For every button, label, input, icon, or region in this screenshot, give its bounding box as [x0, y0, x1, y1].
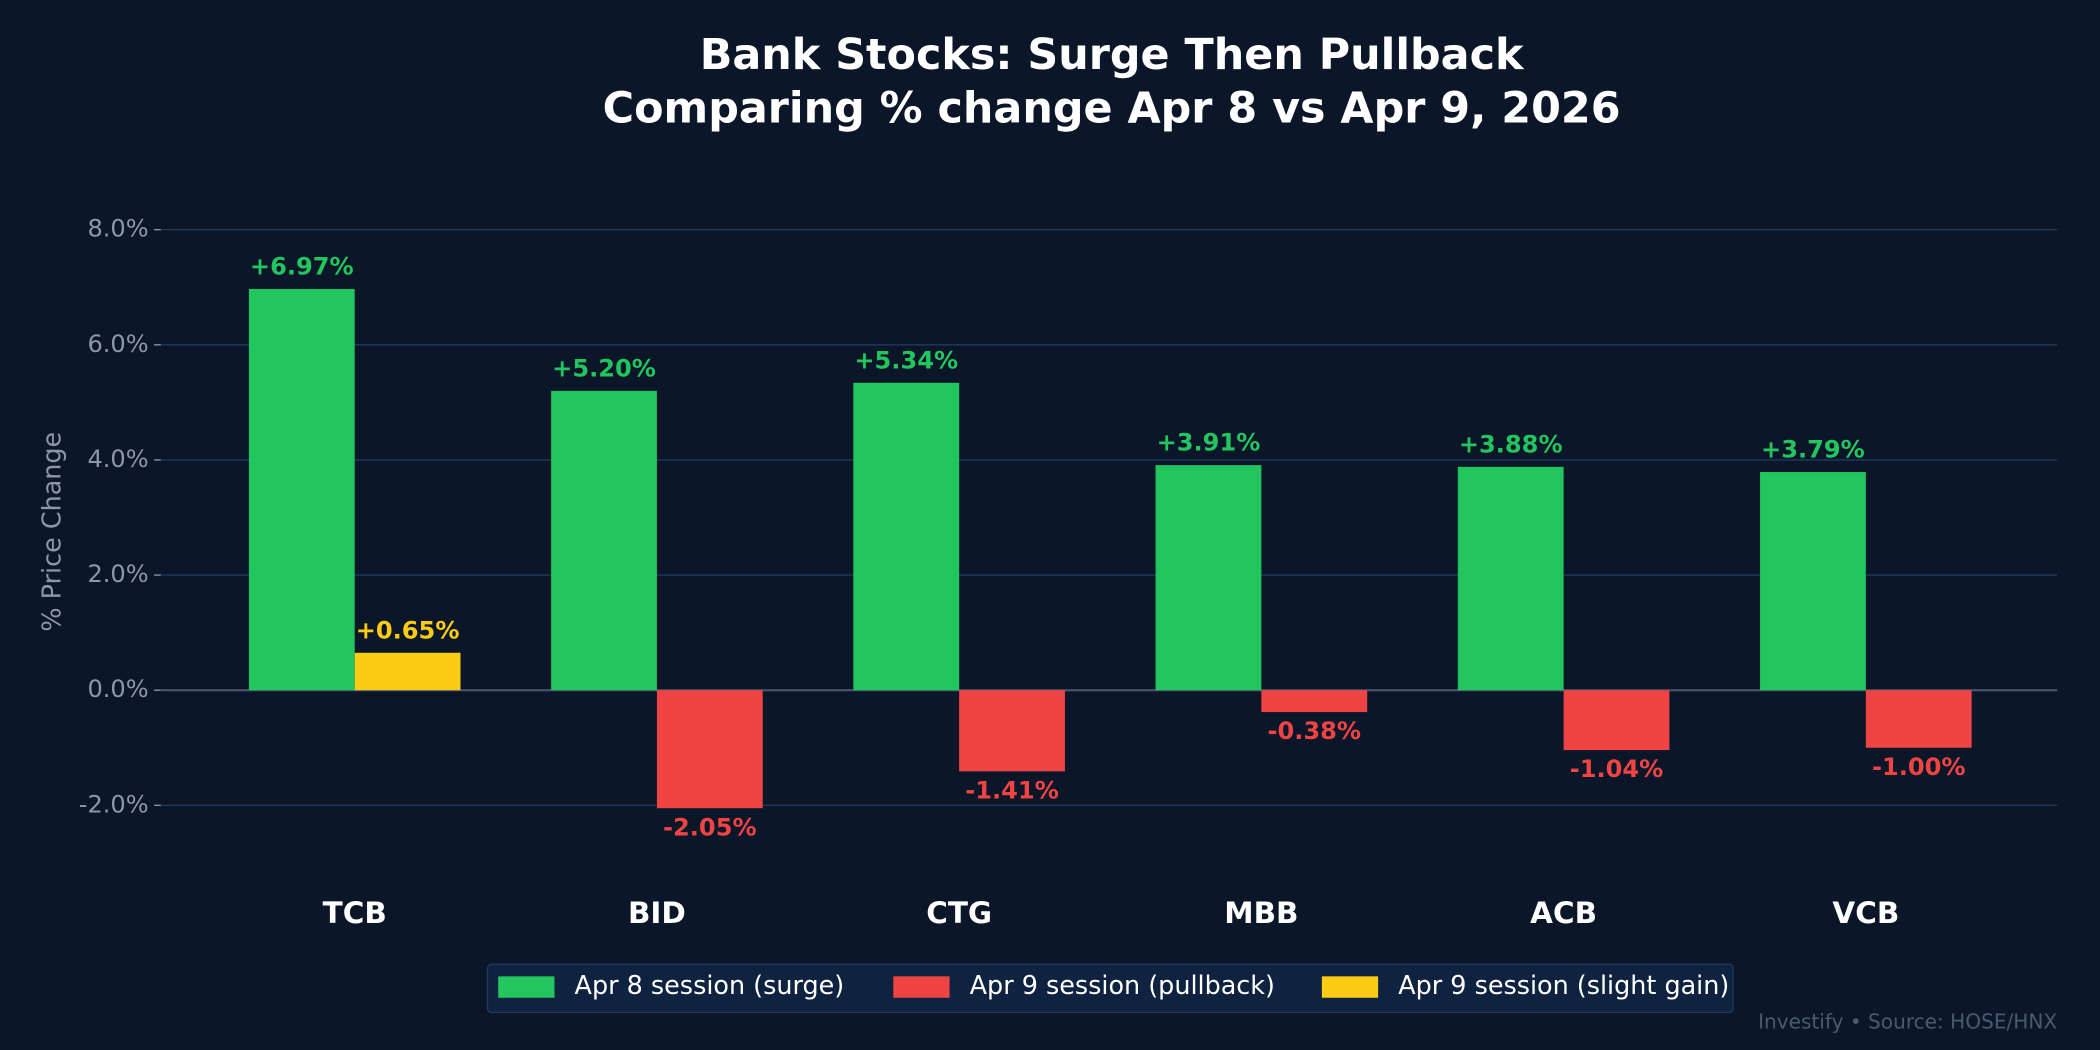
chart-subtitle: Comparing % change Apr 8 vs Apr 9, 2026	[603, 84, 1621, 134]
y-tick-label: 4.0%	[87, 445, 148, 473]
legend-swatch	[1321, 976, 1379, 998]
bar	[1760, 472, 1866, 691]
x-tick-label: ACB	[1530, 896, 1597, 930]
x-tick-label: BID	[628, 896, 686, 930]
legend-label: Apr 9 session (slight gain)	[1398, 970, 1729, 1000]
bar	[853, 382, 960, 691]
x-tick-label: VCB	[1832, 896, 1899, 930]
y-axis-label: % Price Change	[37, 432, 67, 632]
bar	[551, 390, 657, 691]
x-tick-label: MBB	[1224, 896, 1298, 930]
bar	[1155, 465, 1262, 691]
value-label: +5.20%	[552, 354, 656, 382]
y-tick-label: 6.0%	[87, 330, 148, 358]
value-label: -1.41%	[965, 776, 1059, 804]
legend-label: Apr 9 session (pullback)	[970, 970, 1275, 1000]
value-label: +3.79%	[1761, 436, 1865, 464]
y-tick-label: 0.0%	[87, 675, 148, 703]
bar	[354, 652, 461, 691]
bar	[1563, 690, 1670, 751]
bar	[1457, 466, 1564, 691]
value-label: -0.38%	[1267, 717, 1361, 745]
legend-label: Apr 8 session (surge)	[575, 970, 845, 1000]
y-tick-label: 8.0%	[87, 215, 148, 243]
bar	[1261, 690, 1368, 713]
value-label: +3.88%	[1459, 430, 1563, 458]
value-label: -1.04%	[1570, 755, 1664, 783]
bar	[959, 690, 1065, 772]
legend-swatch	[893, 976, 950, 998]
legend-box	[486, 963, 1734, 1014]
value-label: +3.91%	[1157, 429, 1261, 457]
value-label: -2.05%	[663, 813, 757, 841]
value-label: +0.65%	[356, 616, 460, 644]
bar	[656, 690, 763, 809]
x-tick-label: CTG	[926, 896, 992, 930]
bar	[248, 288, 355, 691]
bar	[1865, 690, 1972, 748]
footer: Investify • Source: HOSE/HNX	[1758, 1010, 2057, 1034]
value-label: -1.00%	[1872, 753, 1966, 781]
y-tick-label: -2.0%	[79, 790, 149, 818]
legend-swatch	[498, 976, 555, 998]
value-label: +5.34%	[854, 346, 958, 374]
value-label: +6.97%	[250, 253, 354, 281]
chart-title: Bank Stocks: Surge Then Pullback	[700, 30, 1525, 80]
x-tick-label: TCB	[323, 896, 387, 930]
y-tick-label: 2.0%	[87, 560, 148, 588]
